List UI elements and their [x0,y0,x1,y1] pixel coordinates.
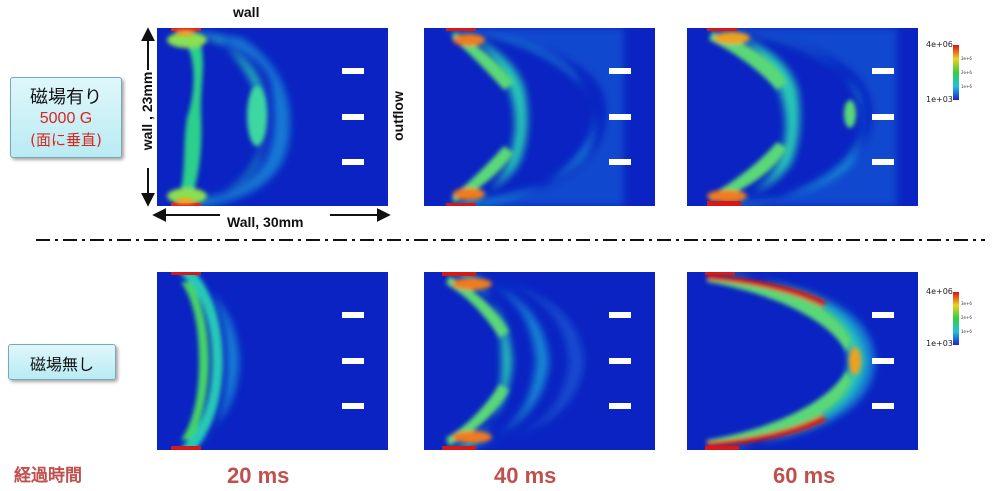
colorbar-top [953,45,959,100]
row-label-with-field-line1: 磁場有り [30,87,102,108]
colorbar-top-min: 1e+03 [926,95,953,104]
panel-nob-40ms [424,272,655,450]
panel-nob-60ms [687,272,918,450]
panel-b-60ms [687,28,918,206]
panel-b-40ms [424,28,655,206]
time-label-20ms: 20 ms [227,463,290,488]
colorbar-top-tick-3: 1e+6 [961,84,972,89]
colorbar-top-max: 4e+06 [926,40,953,49]
colorbar-top-tick-1: 3e+6 [961,56,972,61]
colorbar-bottom-tick-2: 2e+6 [961,315,972,320]
colorbar-top-tick-2: 2e+6 [961,70,972,75]
row-label-with-field-line2: 5000 G [39,110,93,127]
colorbar-bottom [953,292,959,345]
colorbar-bottom-tick-1: 3e+6 [961,301,972,306]
row-label-no-field: 磁場無し [8,344,116,380]
panel-b-20ms [157,28,388,206]
row-label-no-field-line1: 磁場無し [29,355,94,374]
colorbar-bottom-min: 1e+03 [926,339,953,348]
outflow-label: outflow [390,91,406,141]
wall-top-label: wall [233,4,260,20]
row-label-with-field: 磁場有り 5000 G (面に垂直) [10,77,122,158]
time-label-60ms: 60 ms [773,463,836,488]
time-label-40ms: 40 ms [494,463,557,488]
wall-bottom-label: Wall, 30mm [227,214,304,230]
panel-nob-20ms [157,272,388,450]
colorbar-bottom-max: 4e+06 [926,287,953,296]
colorbar-bottom-tick-3: 1e+6 [961,329,972,334]
elapsed-time-label: 経過時間 [14,466,82,486]
row-label-with-field-line3: (面に垂直) [30,131,102,149]
wall-left-label: wall , 23mm [139,71,155,151]
